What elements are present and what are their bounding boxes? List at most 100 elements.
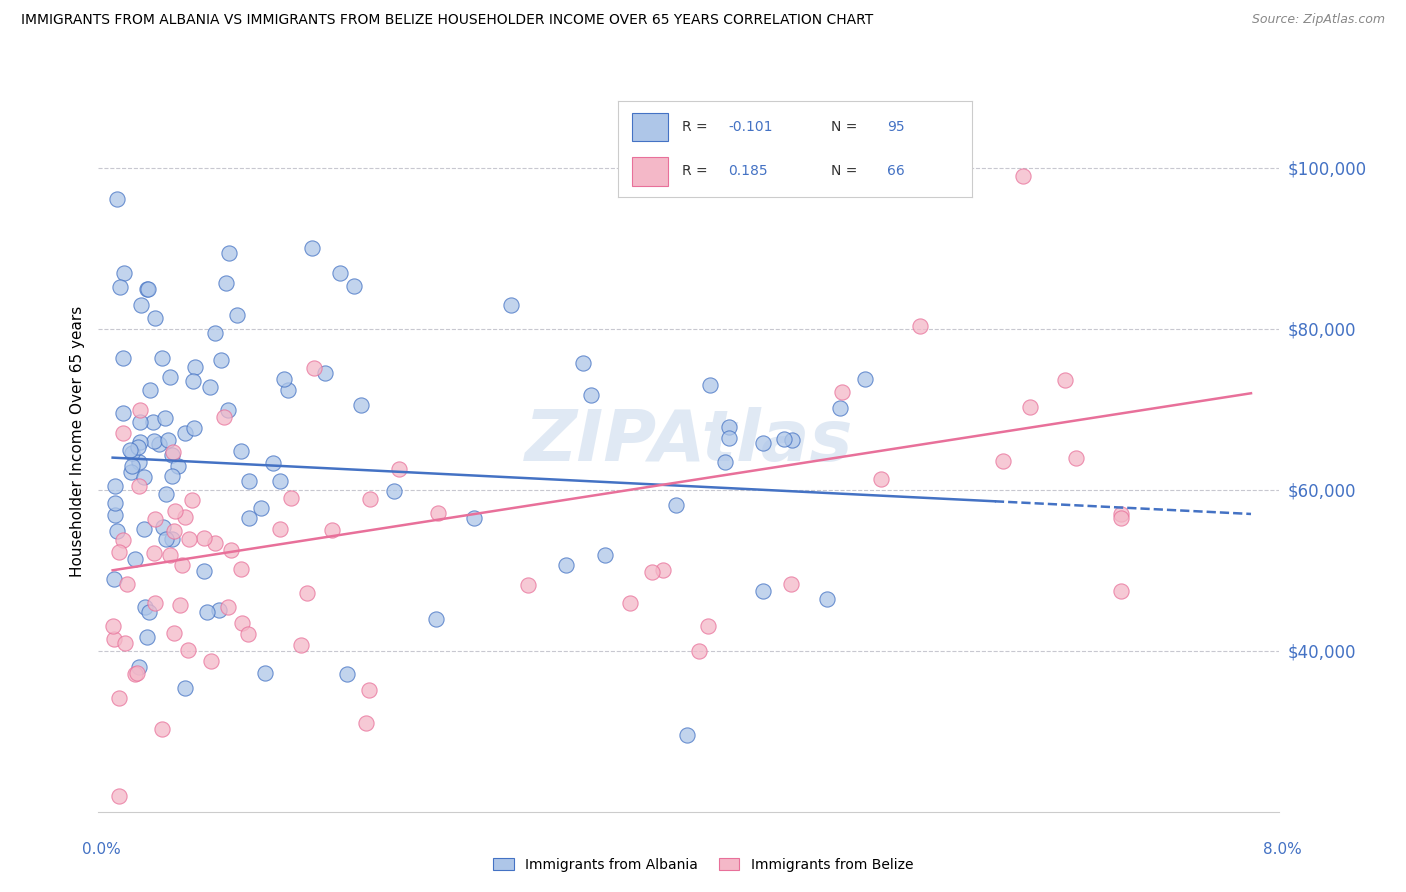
Point: [304, 360, 326, 375]
Point: [114, 636, 136, 650]
Point: [159, 548, 181, 562]
Point: [193, 531, 215, 545]
Point: [773, 432, 796, 446]
Point: [214, 276, 236, 290]
Point: [229, 444, 252, 458]
Point: [314, 367, 336, 381]
Point: [675, 728, 697, 742]
Point: [269, 523, 291, 537]
Point: [359, 491, 381, 506]
Point: [107, 544, 129, 558]
Point: [301, 241, 323, 255]
Point: [751, 436, 773, 450]
Point: [273, 371, 295, 385]
Point: [136, 630, 159, 644]
Point: [238, 475, 260, 489]
Point: [869, 472, 891, 486]
Text: 0.0%: 0.0%: [82, 842, 121, 856]
Point: [129, 415, 152, 429]
Point: [295, 586, 318, 600]
Point: [218, 246, 240, 260]
Point: [321, 523, 343, 537]
Point: [359, 683, 381, 698]
Point: [593, 548, 616, 562]
Point: [991, 454, 1014, 468]
Text: 8.0%: 8.0%: [1263, 842, 1302, 856]
Point: [1064, 451, 1087, 466]
Point: [335, 666, 357, 681]
Point: [290, 639, 312, 653]
Point: [108, 789, 131, 803]
Point: [688, 643, 710, 657]
Point: [128, 479, 150, 493]
Point: [204, 535, 226, 549]
Point: [231, 616, 253, 631]
Point: [751, 584, 773, 599]
Point: [831, 385, 853, 400]
Point: [382, 484, 405, 499]
Point: [174, 510, 197, 524]
Y-axis label: Householder Income Over 65 years: Householder Income Over 65 years: [70, 306, 86, 577]
Point: [195, 605, 218, 619]
Point: [136, 282, 159, 296]
Point: [780, 577, 803, 591]
Point: [262, 456, 284, 470]
Point: [105, 192, 128, 206]
Point: [120, 465, 142, 479]
Point: [1109, 583, 1132, 598]
Point: [142, 415, 165, 429]
Point: [128, 434, 150, 449]
Point: [277, 383, 299, 397]
Point: [499, 298, 522, 312]
Point: [463, 510, 485, 524]
Text: Source: ZipAtlas.com: Source: ZipAtlas.com: [1251, 13, 1385, 27]
Point: [163, 504, 186, 518]
Point: [160, 448, 183, 462]
Point: [115, 577, 138, 591]
Point: [908, 318, 931, 333]
Point: [148, 436, 170, 450]
Point: [699, 378, 721, 392]
Point: [134, 522, 156, 536]
Point: [343, 278, 366, 293]
Point: [1109, 507, 1132, 521]
Point: [156, 433, 179, 447]
Point: [425, 612, 447, 626]
Point: [665, 498, 688, 512]
Point: [138, 606, 160, 620]
Point: [329, 266, 352, 280]
Point: [103, 573, 125, 587]
Point: [104, 508, 127, 522]
Point: [111, 406, 134, 420]
Point: [253, 666, 276, 681]
Point: [162, 469, 184, 483]
Text: ZIPAtlas: ZIPAtlas: [524, 407, 853, 476]
Point: [388, 462, 411, 476]
Point: [249, 501, 271, 516]
Point: [143, 434, 166, 449]
Point: [112, 266, 135, 280]
Point: [162, 625, 184, 640]
Point: [159, 369, 181, 384]
Point: [135, 282, 157, 296]
Point: [208, 602, 231, 616]
Point: [169, 599, 191, 613]
Point: [172, 558, 194, 572]
Point: [184, 359, 207, 374]
Point: [200, 654, 222, 668]
Point: [121, 459, 143, 474]
Point: [128, 660, 150, 674]
Point: [354, 716, 377, 731]
Point: [853, 372, 876, 386]
Point: [104, 496, 127, 510]
Point: [152, 520, 174, 534]
Point: [221, 543, 243, 558]
Point: [155, 487, 177, 501]
Point: [174, 681, 197, 696]
Point: [579, 388, 602, 402]
Legend: Immigrants from Albania, Immigrants from Belize: Immigrants from Albania, Immigrants from…: [489, 854, 917, 876]
Point: [132, 469, 155, 483]
Point: [128, 455, 150, 469]
Point: [167, 458, 190, 473]
Point: [153, 411, 176, 425]
